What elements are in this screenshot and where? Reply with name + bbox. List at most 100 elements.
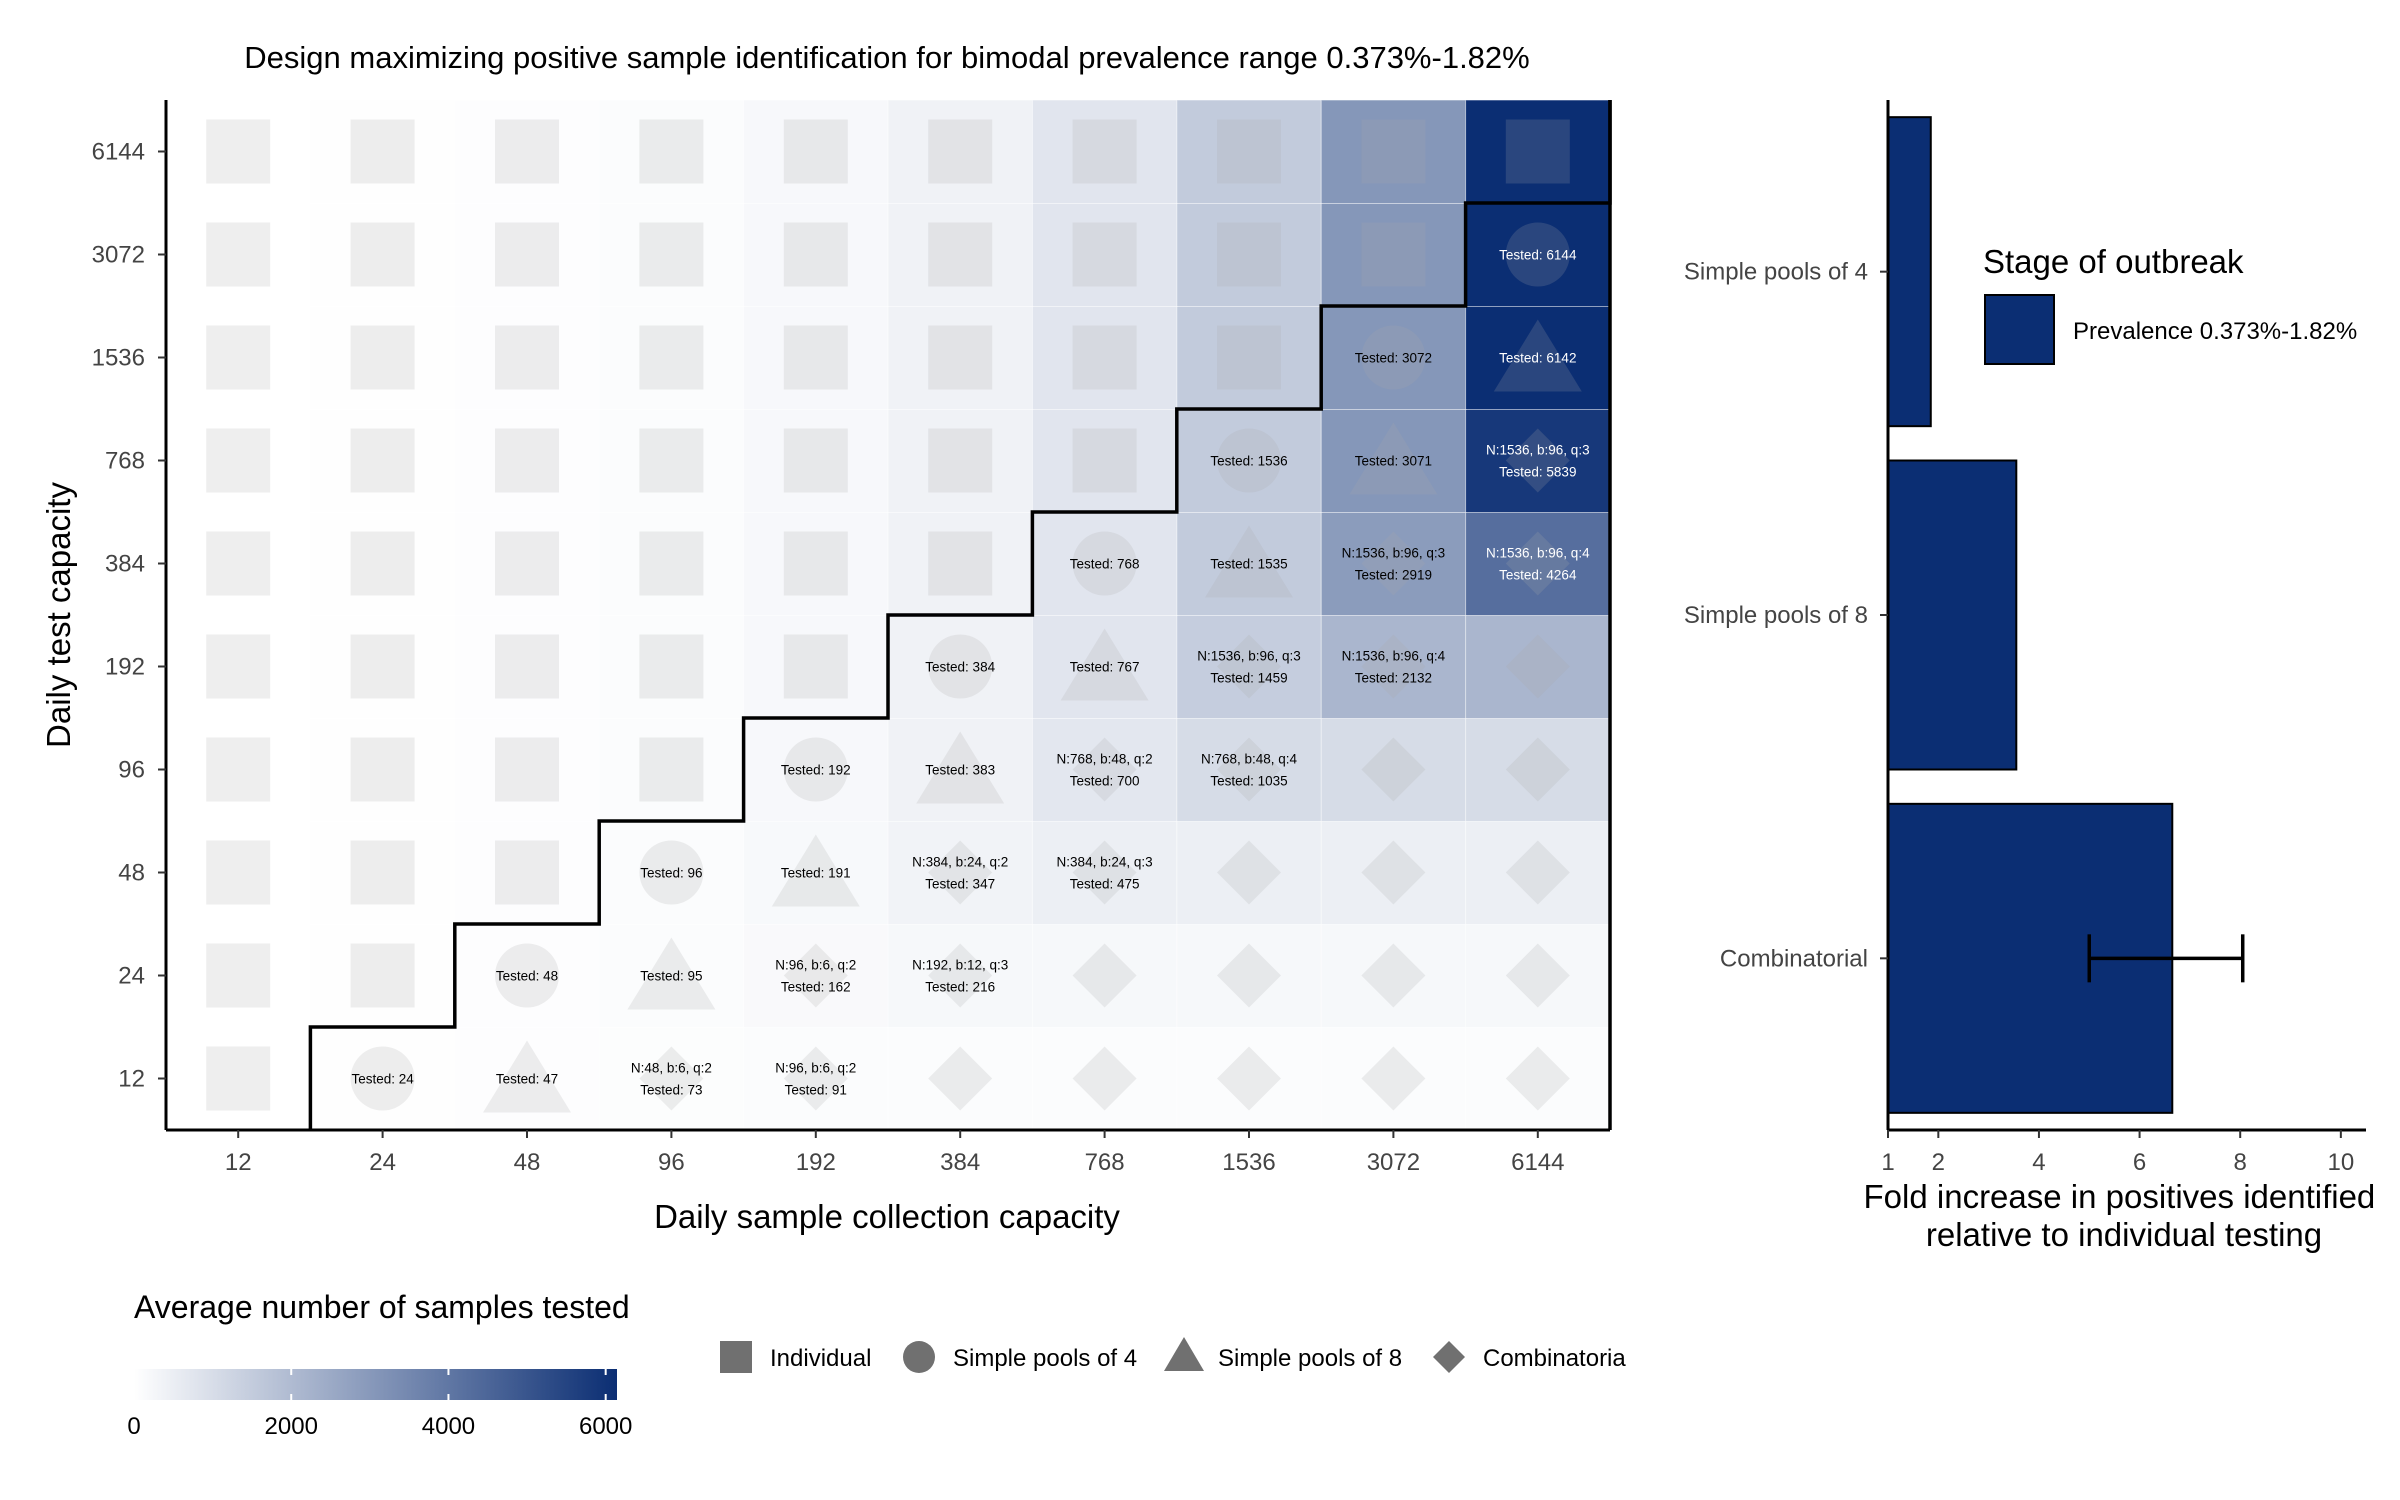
- heatmap-y-ticks: 12 24 48 96 192 384 768 1536 3072 6144: [92, 139, 166, 1093]
- cell-label: Tested: 1536: [1210, 454, 1287, 469]
- heatmap-cell: [1465, 99, 1611, 204]
- heatmap-cell: [1465, 717, 1611, 822]
- square-marker: [1072, 119, 1137, 184]
- legend-square-icon: [720, 1341, 752, 1373]
- heatmap-cell: [1176, 614, 1323, 719]
- square-marker: [495, 325, 559, 390]
- cell-label: Tested: 73: [640, 1083, 702, 1098]
- heatmap-cell: [1031, 717, 1178, 822]
- heatmap-cell: [165, 820, 312, 925]
- triangle-marker: [771, 834, 860, 907]
- square-marker: [206, 119, 271, 184]
- heatmap-cell: [1031, 820, 1178, 925]
- square-marker: [928, 325, 993, 390]
- cell-label: Tested: 700: [1070, 774, 1140, 789]
- square-marker: [1072, 325, 1137, 390]
- heatmap-cell: [598, 408, 745, 513]
- square-marker: [928, 222, 993, 287]
- heatmap-cell: [165, 202, 312, 307]
- heatmap-cell: [454, 99, 601, 204]
- heatmap-cell: [309, 1026, 456, 1131]
- cell-label: Tested: 2919: [1355, 568, 1432, 583]
- triangle-marker: [916, 731, 1005, 804]
- square-marker: [783, 222, 848, 287]
- square-marker: [1072, 222, 1137, 287]
- heatmap-cell: [743, 923, 889, 1028]
- diamond-marker: [1072, 737, 1137, 802]
- legend-shape-label: Simple pools of 8: [1218, 1345, 1402, 1372]
- square-marker: [495, 840, 559, 905]
- cell-label: Tested: 5839: [1499, 465, 1576, 480]
- heatmap-cell: [598, 305, 745, 410]
- heatmap-cell: [743, 99, 889, 204]
- heatmap-cell: [1465, 408, 1611, 513]
- bar: [1887, 116, 1932, 428]
- heatmap-cell: [1176, 511, 1323, 616]
- heatmap-cell: [743, 202, 889, 307]
- diamond-marker: [1505, 943, 1570, 1008]
- bar-x-ticks: 1 2 4 6 8 10: [1881, 1130, 2354, 1176]
- cell-label: Tested: 384: [925, 660, 995, 675]
- diamond-marker: [928, 1046, 993, 1111]
- circle-marker: [1217, 428, 1281, 493]
- heatmap-cell: [598, 511, 745, 616]
- circle-marker: [639, 840, 704, 905]
- heatmap-cell: [1465, 1026, 1611, 1131]
- x-tick-label: 3072: [1367, 1149, 1420, 1176]
- y-tick-label: 96: [118, 757, 145, 784]
- heatmap-cell: [165, 1026, 312, 1131]
- heatmap-cell: [454, 820, 601, 925]
- diamond-marker: [928, 943, 993, 1008]
- heatmap-cell: [1176, 99, 1323, 204]
- square-marker: [1505, 119, 1570, 184]
- triangle-marker: [1349, 422, 1438, 495]
- cell-label: Tested: 475: [1070, 877, 1140, 892]
- diamond-marker: [1072, 840, 1137, 905]
- cell-label: N:192, b:12, q:3: [912, 958, 1008, 973]
- cell-label: Tested: 192: [781, 763, 851, 778]
- heatmap-cell: [887, 923, 1034, 1028]
- cell-label: Tested: 1459: [1210, 671, 1287, 686]
- heatmap-cell: [1031, 614, 1178, 719]
- heatmap-cell: [309, 923, 456, 1028]
- circle-marker: [350, 1046, 415, 1111]
- square-marker: [206, 428, 271, 493]
- diamond-marker: [1505, 634, 1570, 699]
- diamond-marker: [1217, 840, 1281, 905]
- circle-marker: [928, 634, 993, 699]
- bar-legend-title: Stage of outbreak: [1983, 243, 2244, 280]
- heatmap-cell: [1320, 820, 1467, 925]
- square-marker: [206, 737, 271, 802]
- heatmap-cell: [743, 1026, 889, 1131]
- frontier-line: [308, 100, 1612, 1130]
- bar-legend-label: Prevalence 0.373%-1.82%: [2073, 318, 2357, 345]
- heatmap-cell: [887, 202, 1034, 307]
- diamond-marker: [1361, 531, 1426, 596]
- x-tick-label: 6144: [1511, 1149, 1564, 1176]
- triangle-marker: [483, 1040, 571, 1113]
- heatmap-cell: [598, 202, 745, 307]
- diamond-marker: [1505, 840, 1570, 905]
- square-marker: [783, 325, 848, 390]
- legend-triangle-icon: [1164, 1337, 1204, 1371]
- square-marker: [639, 634, 704, 699]
- square-marker: [639, 119, 704, 184]
- heatmap-cell: [309, 99, 456, 204]
- square-marker: [1217, 325, 1281, 390]
- cell-label: N:384, b:24, q:2: [912, 855, 1008, 870]
- y-tick-label: 3072: [92, 242, 145, 269]
- cell-label: Tested: 47: [496, 1072, 558, 1087]
- bar-x-axis-label-line1: Fold increase in positives identified: [1864, 1178, 2376, 1215]
- heatmap-y-axis-label: Daily test capacity: [40, 482, 77, 748]
- cell-label: N:96, b:6, q:2: [775, 1061, 856, 1076]
- diamond-marker: [1217, 1046, 1281, 1111]
- cell-label: Tested: 91: [785, 1083, 847, 1098]
- cell-label: Tested: 767: [1070, 660, 1140, 675]
- square-marker: [783, 634, 848, 699]
- square-marker: [639, 222, 704, 287]
- heatmap-cell: [887, 305, 1034, 410]
- colorbar-ticks: 0 2000 4000 6000: [127, 1369, 632, 1440]
- bar-y-tick-label: Simple pools of 4: [1684, 259, 1868, 286]
- circle-marker: [495, 943, 559, 1008]
- triangle-marker: [1060, 628, 1149, 701]
